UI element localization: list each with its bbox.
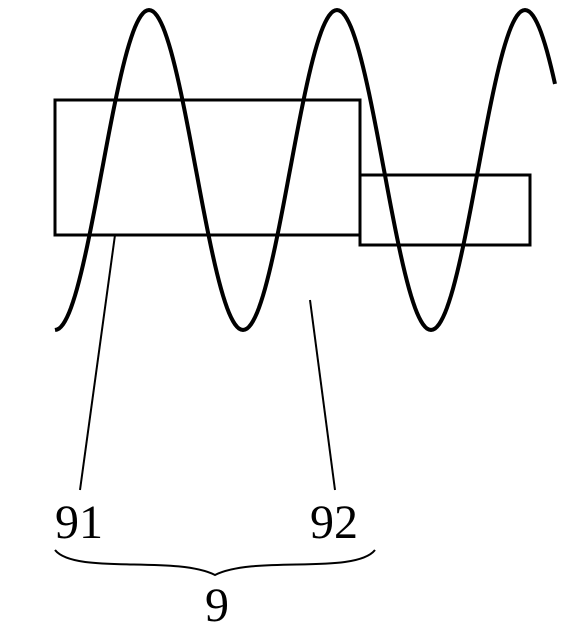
label-91: 91 (55, 495, 103, 550)
diagram-canvas: 91 92 9 (0, 0, 563, 635)
label-9: 9 (205, 578, 229, 633)
label-92: 92 (310, 495, 358, 550)
